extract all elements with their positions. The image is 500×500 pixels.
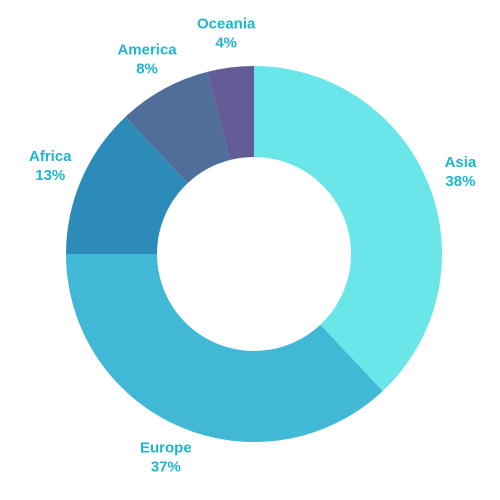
slice-label: America (117, 41, 177, 58)
slice-label: Europe (140, 440, 192, 457)
value-label: 13% (35, 167, 65, 184)
value-label: 4% (215, 35, 237, 52)
value-label: 8% (136, 60, 158, 77)
slice-label: Oceania (197, 16, 256, 33)
slice-label: Asia (445, 154, 477, 171)
slice (207, 66, 254, 161)
slice (65, 254, 383, 442)
slice (125, 71, 230, 184)
value-label: 37% (151, 459, 181, 476)
slice-label: Africa (29, 148, 72, 165)
value-label: 38% (445, 173, 475, 190)
slice (254, 66, 442, 392)
slice (66, 116, 188, 255)
